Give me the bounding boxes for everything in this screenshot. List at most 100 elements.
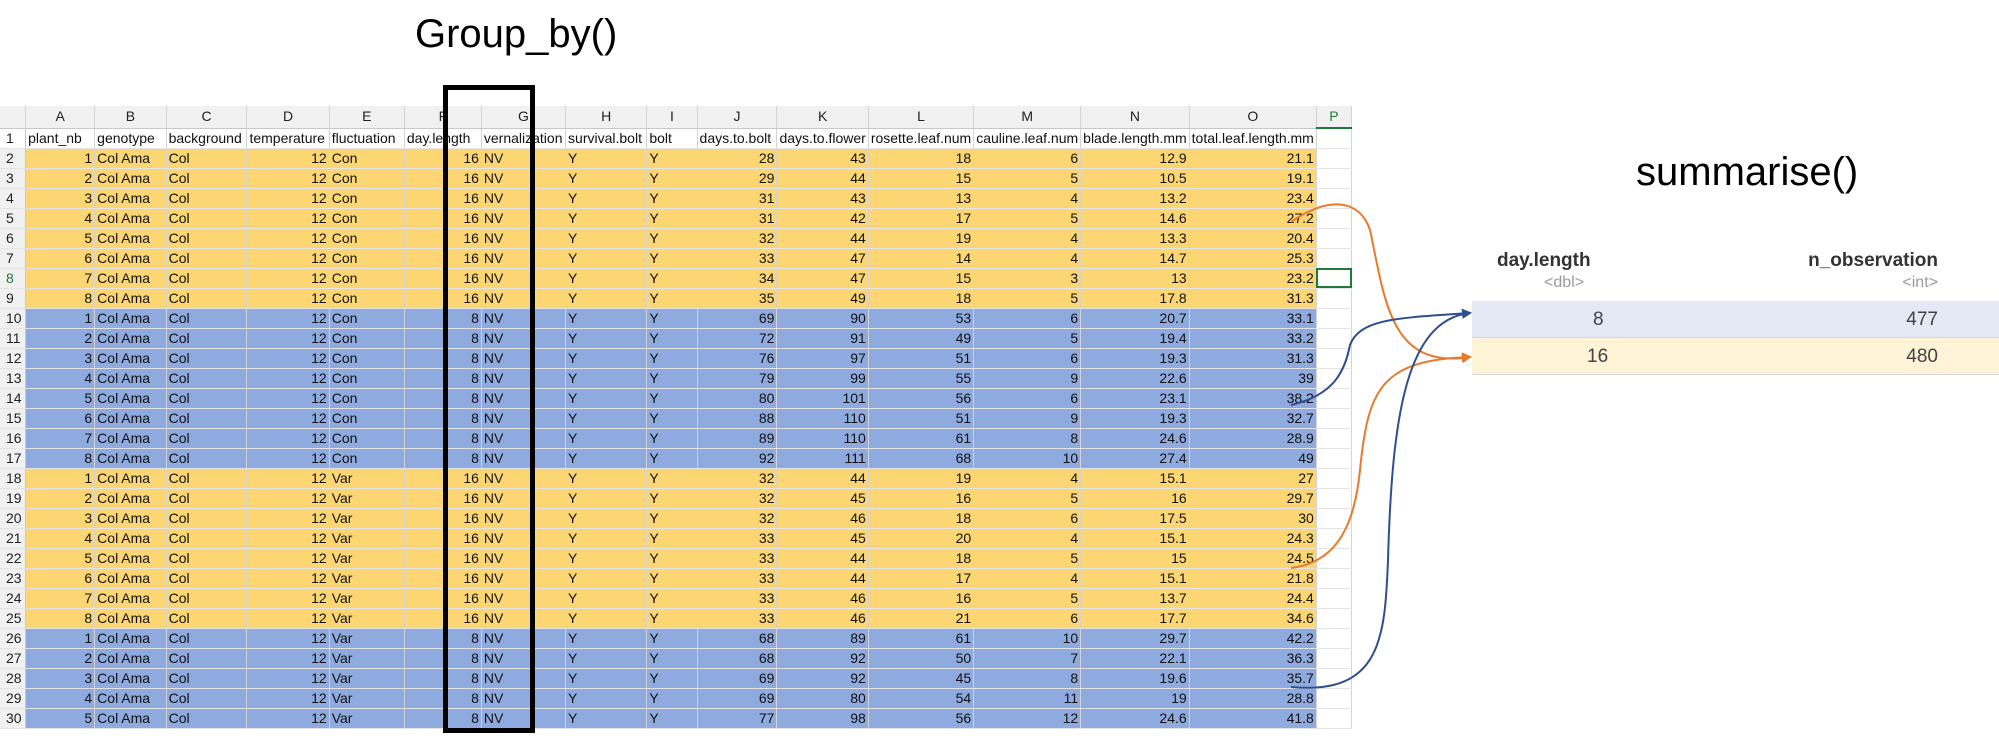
table-cell[interactable]: Col (166, 188, 248, 209)
table-cell[interactable]: Col Ama (94, 628, 167, 649)
table-cell[interactable]: Y (565, 188, 648, 209)
table-cell[interactable]: 51 (868, 408, 975, 429)
table-cell[interactable]: 44 (776, 568, 869, 589)
table-cell[interactable]: 21.1 (1189, 148, 1317, 169)
table-cell[interactable] (1316, 228, 1352, 249)
table-cell[interactable]: 24.4 (1189, 588, 1317, 609)
column-header-n[interactable]: N (1080, 106, 1190, 129)
table-cell[interactable]: 32 (697, 508, 778, 529)
table-cell[interactable]: 12.9 (1080, 148, 1190, 169)
table-cell[interactable]: NV (481, 248, 567, 269)
table-cell[interactable]: 3 (25, 348, 96, 369)
header-cell[interactable]: bolt (646, 128, 698, 149)
table-cell[interactable]: 20.7 (1080, 308, 1190, 329)
table-cell[interactable]: 98 (776, 708, 869, 729)
table-cell[interactable]: 35 (697, 288, 778, 309)
table-cell[interactable]: 32 (697, 228, 778, 249)
table-cell[interactable]: Col (166, 208, 248, 229)
table-cell[interactable]: NV (481, 328, 567, 349)
table-cell[interactable] (1316, 708, 1352, 729)
table-cell[interactable]: Y (646, 288, 698, 309)
table-cell[interactable]: Y (646, 528, 698, 549)
table-cell[interactable]: Var (329, 528, 405, 549)
table-cell[interactable]: Y (565, 608, 648, 629)
table-cell[interactable]: Y (565, 688, 648, 709)
table-cell[interactable]: Var (329, 628, 405, 649)
header-cell[interactable]: rosette.leaf.num (868, 128, 975, 149)
column-header-i[interactable]: I (646, 106, 698, 129)
table-cell[interactable]: 8 (404, 448, 482, 469)
table-cell[interactable]: 42 (776, 208, 869, 229)
table-cell[interactable]: Con (329, 368, 405, 389)
table-cell[interactable]: Con (329, 308, 405, 329)
table-cell[interactable]: 8 (25, 288, 96, 309)
table-cell[interactable]: 43 (776, 148, 869, 169)
table-cell[interactable]: 49 (1189, 448, 1317, 469)
table-cell[interactable]: Col Ama (94, 528, 167, 549)
row-header[interactable]: 25 (0, 608, 27, 629)
table-cell[interactable]: 90 (776, 308, 869, 329)
table-cell[interactable]: 29 (697, 168, 778, 189)
table-cell[interactable]: 7 (973, 648, 1082, 669)
table-cell[interactable]: Col Ama (94, 368, 167, 389)
table-cell[interactable]: Y (565, 568, 648, 589)
table-cell[interactable]: 33 (697, 608, 778, 629)
table-cell[interactable]: 53 (868, 308, 975, 329)
table-cell[interactable]: Y (646, 408, 698, 429)
table-cell[interactable]: 47 (776, 268, 869, 289)
table-cell[interactable]: Col (166, 608, 248, 629)
table-cell[interactable]: 80 (697, 388, 778, 409)
table-cell[interactable]: 43 (776, 188, 869, 209)
table-cell[interactable]: 25.3 (1189, 248, 1317, 269)
row-header[interactable]: 7 (0, 248, 27, 269)
table-cell[interactable]: 3 (25, 188, 96, 209)
table-cell[interactable]: Var (329, 608, 405, 629)
table-cell[interactable]: 101 (776, 388, 869, 409)
table-cell[interactable]: Var (329, 468, 405, 489)
table-cell[interactable]: NV (481, 588, 567, 609)
row-header[interactable]: 23 (0, 568, 27, 589)
table-cell[interactable]: Y (646, 548, 698, 569)
table-cell[interactable]: Col (166, 688, 248, 709)
table-cell[interactable]: 12 (246, 708, 330, 729)
table-cell[interactable]: 19.6 (1080, 668, 1190, 689)
column-header-e[interactable]: E (329, 106, 405, 129)
table-cell[interactable]: Y (565, 468, 648, 489)
row-header[interactable]: 28 (0, 668, 27, 689)
table-cell[interactable] (1316, 368, 1352, 389)
table-cell[interactable]: 33 (697, 568, 778, 589)
table-cell[interactable]: 12 (246, 148, 330, 169)
table-cell[interactable]: Col Ama (94, 328, 167, 349)
table-cell[interactable]: Y (646, 648, 698, 669)
table-cell[interactable]: Y (565, 448, 648, 469)
table-cell[interactable]: NV (481, 148, 567, 169)
column-header-b[interactable]: B (94, 106, 167, 129)
table-cell[interactable] (1316, 388, 1352, 409)
table-cell[interactable]: 16 (404, 188, 482, 209)
header-cell[interactable]: plant_nb (25, 128, 96, 149)
table-cell[interactable]: 4 (973, 188, 1082, 209)
table-cell[interactable]: NV (481, 348, 567, 369)
table-cell[interactable]: 6 (973, 348, 1082, 369)
table-cell[interactable]: 12 (246, 328, 330, 349)
table-cell[interactable]: Y (646, 348, 698, 369)
table-cell[interactable]: 12 (246, 568, 330, 589)
table-cell[interactable]: Col (166, 588, 248, 609)
table-cell[interactable]: 7 (25, 428, 96, 449)
table-cell[interactable]: NV (481, 168, 567, 189)
table-cell[interactable]: 10.5 (1080, 168, 1190, 189)
table-cell[interactable] (1316, 608, 1352, 629)
table-cell[interactable]: Con (329, 288, 405, 309)
table-cell[interactable]: 15.1 (1080, 468, 1190, 489)
table-cell[interactable]: 7 (25, 588, 96, 609)
table-cell[interactable]: 18 (868, 288, 975, 309)
table-cell[interactable]: 12 (246, 308, 330, 329)
table-cell[interactable]: 33 (697, 248, 778, 269)
table-cell[interactable]: Y (565, 388, 648, 409)
table-cell[interactable]: Col (166, 408, 248, 429)
table-cell[interactable]: 42.2 (1189, 628, 1317, 649)
table-cell[interactable] (1316, 208, 1352, 229)
table-cell[interactable]: 5 (25, 708, 96, 729)
table-cell[interactable]: Con (329, 428, 405, 449)
table-cell[interactable]: 33.1 (1189, 308, 1317, 329)
